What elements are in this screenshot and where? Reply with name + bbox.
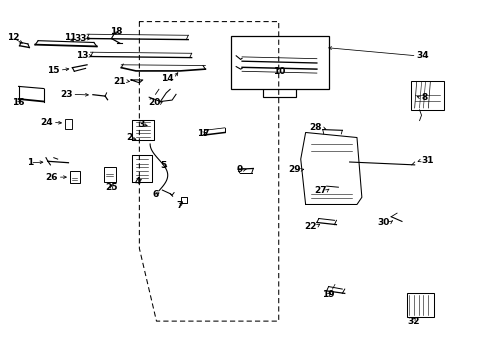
Text: 28: 28 (308, 123, 321, 132)
Text: 26: 26 (45, 173, 58, 181)
Text: 11: 11 (63, 32, 76, 41)
Text: 13: 13 (76, 51, 89, 60)
Text: 9: 9 (236, 165, 243, 174)
Bar (263, 50, 296, 97)
Text: 21: 21 (113, 77, 126, 85)
Text: 23: 23 (60, 90, 72, 99)
Text: 1: 1 (27, 158, 33, 167)
Text: 25: 25 (105, 184, 118, 192)
Text: 4: 4 (134, 177, 141, 186)
Text: 34: 34 (416, 51, 428, 60)
Text: 7: 7 (176, 201, 183, 210)
Bar (230, 36, 328, 89)
Text: 32: 32 (406, 317, 419, 325)
Bar (103, 167, 116, 182)
Text: 12: 12 (7, 33, 20, 42)
Bar (410, 81, 443, 110)
Text: 17: 17 (196, 129, 209, 138)
Text: 14: 14 (161, 74, 173, 83)
Text: 3: 3 (139, 120, 144, 129)
Text: 19: 19 (322, 290, 334, 299)
Text: 16: 16 (12, 98, 25, 107)
Text: 8: 8 (421, 94, 427, 102)
Text: 30: 30 (377, 218, 389, 227)
Text: 29: 29 (287, 165, 300, 174)
Text: 22: 22 (304, 222, 316, 231)
Text: 27: 27 (313, 186, 326, 195)
Text: 31: 31 (421, 156, 433, 165)
Text: 18: 18 (109, 27, 122, 36)
Bar (406, 293, 433, 317)
Text: 6: 6 (152, 190, 158, 199)
Text: 15: 15 (47, 66, 60, 75)
Text: 20: 20 (148, 99, 160, 108)
Text: 5: 5 (161, 161, 166, 170)
Bar (70, 171, 80, 183)
Bar (65, 119, 72, 129)
Text: 24: 24 (40, 118, 53, 127)
Text: 33: 33 (74, 34, 87, 43)
Text: 2: 2 (126, 133, 132, 142)
Text: 10: 10 (273, 68, 285, 77)
